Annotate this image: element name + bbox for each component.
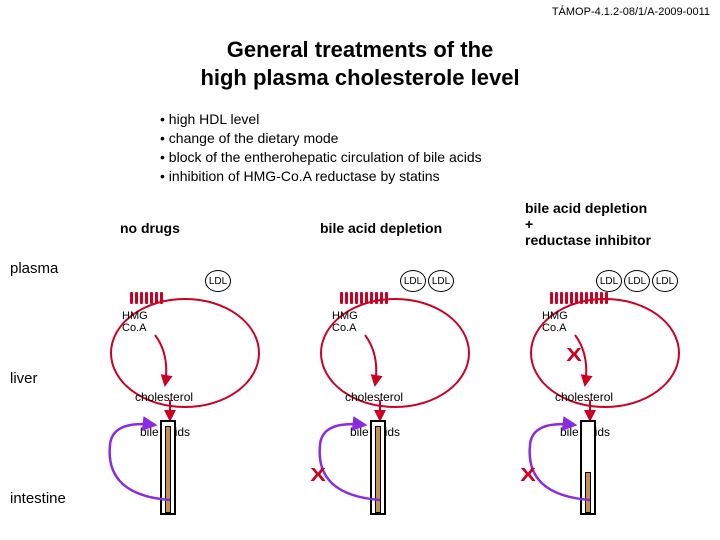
- diagram-col-c: LDL LDL LDL HMGCo.A X cholesterol bileid…: [510, 270, 710, 530]
- hmg-label: HMGCo.A: [122, 310, 148, 334]
- diagram-col-b: LDL LDL HMGCo.A cholesterol bileids X: [300, 270, 500, 530]
- plasma-label: plasma: [10, 260, 58, 277]
- hmg-to-chol-arrow: [150, 330, 180, 395]
- scenario-c-l1: bile acid depletion: [525, 200, 647, 216]
- liver-label: liver: [10, 370, 38, 387]
- recycle-loop: [100, 415, 220, 520]
- hmg-label: HMGCo.A: [542, 310, 568, 334]
- scenario-a-label: no drugs: [120, 220, 180, 236]
- slide-title: General treatments of the high plasma ch…: [0, 36, 720, 91]
- intestine-label: intestine: [10, 490, 66, 507]
- bullet-mark: •: [160, 149, 165, 165]
- title-line-1: General treatments of the: [227, 37, 494, 62]
- scenario-c-l2: +: [525, 216, 533, 232]
- ldl-chip: LDL: [652, 270, 678, 292]
- x-mark-loop: X: [310, 465, 326, 486]
- ldl-chip: LDL: [624, 270, 650, 292]
- bullet-mark: •: [160, 111, 165, 127]
- bullet-4: inhibition of HMG-Co.A reductase by stat…: [169, 168, 440, 184]
- scenario-b-label: bile acid depletion: [320, 220, 442, 236]
- title-line-2: high plasma cholesterole level: [200, 65, 519, 90]
- recycle-loop: [310, 415, 430, 520]
- slide: TÁMOP-4.1.2-08/1/A-2009-0011 General tre…: [0, 0, 720, 540]
- bullet-1: high HDL level: [169, 111, 260, 127]
- x-mark-loop: X: [520, 465, 536, 486]
- ldl-chip: LDL: [400, 270, 426, 292]
- hmg-to-chol-arrow: [360, 330, 390, 395]
- bullet-mark: •: [160, 130, 165, 146]
- ldl-chip: LDL: [205, 270, 231, 292]
- recycle-loop: [520, 415, 640, 520]
- hmg-label: HMGCo.A: [332, 310, 358, 334]
- scenario-c-l3: reductase inhibitor: [525, 232, 651, 248]
- diagram-col-a: LDL HMGCo.A cholesterol bileids: [90, 270, 290, 530]
- ldl-chip: LDL: [428, 270, 454, 292]
- x-mark-hmg: X: [566, 345, 582, 366]
- project-code: TÁMOP-4.1.2-08/1/A-2009-0011: [552, 6, 710, 18]
- scenario-c-label: bile acid depletion + reductase inhibito…: [525, 200, 651, 248]
- bullet-2: change of the dietary mode: [169, 130, 339, 146]
- bullet-3: block of the entherohepatic circulation …: [169, 149, 482, 165]
- bullet-mark: •: [160, 168, 165, 184]
- ldl-chip: LDL: [596, 270, 622, 292]
- bullet-list: • high HDL level • change of the dietary…: [160, 110, 482, 186]
